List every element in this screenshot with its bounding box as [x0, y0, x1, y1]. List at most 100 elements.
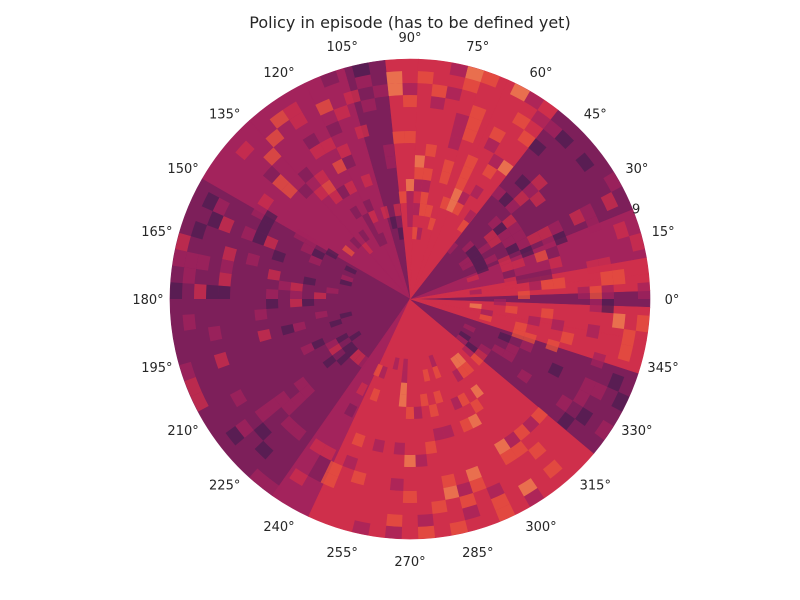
texture-cell	[281, 399, 298, 416]
texture-cell	[207, 211, 224, 230]
texture-cell	[600, 191, 619, 212]
texture-cell	[505, 242, 520, 256]
texture-cell	[468, 249, 482, 261]
texture-cell	[600, 270, 614, 286]
texture-cell	[528, 280, 542, 291]
texture-cell	[518, 478, 538, 497]
texture-cell	[488, 153, 504, 170]
texture-cell	[182, 314, 197, 331]
texture-cell	[349, 349, 362, 362]
texture-cell	[345, 345, 359, 358]
texture-cell	[348, 330, 362, 342]
texture-cell	[477, 242, 492, 255]
texture-cell	[637, 282, 650, 299]
texture-cell	[420, 393, 429, 407]
texture-cell	[457, 392, 470, 407]
texture-cell	[590, 381, 608, 401]
texture-cell	[249, 468, 270, 489]
texture-cell	[406, 203, 414, 216]
texture-cell	[422, 167, 433, 181]
texture-cell	[354, 124, 370, 140]
texture-cell	[462, 77, 481, 94]
texture-cell	[486, 482, 505, 500]
texture-cell	[303, 276, 317, 286]
angular-tick-label: 105°	[327, 40, 358, 55]
texture-cell	[349, 236, 362, 249]
texture-cell	[432, 427, 445, 441]
texture-cell	[460, 260, 474, 271]
texture-cell	[342, 454, 359, 471]
texture-cell	[441, 473, 457, 489]
texture-cell	[511, 328, 526, 341]
texture-cell	[350, 470, 367, 486]
texture-cell	[362, 212, 374, 227]
texture-cell	[302, 299, 315, 307]
texture-cell	[360, 173, 373, 188]
texture-cell	[497, 228, 512, 242]
texture-cell	[431, 499, 448, 514]
texture-cell	[325, 460, 343, 478]
texture-cell	[431, 84, 448, 99]
texture-cell	[304, 235, 319, 249]
texture-cell	[311, 248, 326, 260]
texture-cell	[494, 438, 511, 455]
texture-cell	[493, 299, 506, 306]
texture-cell	[443, 485, 460, 500]
texture-cell	[184, 376, 202, 397]
texture-cell	[585, 216, 602, 234]
angular-tick-label: 330°	[621, 424, 652, 439]
texture-cell	[511, 229, 527, 243]
texture-cell	[559, 331, 575, 346]
texture-cell	[311, 338, 326, 350]
texture-cell	[254, 404, 273, 423]
texture-cell	[503, 276, 517, 286]
texture-cell	[254, 440, 274, 460]
angular-tick-label: 165°	[141, 225, 172, 240]
texture-cell	[540, 278, 554, 290]
texture-cell	[501, 349, 516, 363]
texture-cell	[413, 179, 423, 192]
texture-cell	[601, 299, 614, 314]
texture-cell	[382, 143, 395, 158]
texture-cell	[422, 368, 431, 382]
texture-cell	[196, 254, 211, 271]
texture-cell	[522, 415, 540, 433]
texture-cell	[206, 284, 219, 299]
texture-cell	[601, 284, 614, 299]
texture-cell	[402, 490, 418, 504]
texture-cell	[354, 74, 373, 90]
texture-cell	[300, 242, 315, 256]
texture-cell	[432, 365, 442, 379]
texture-cell	[524, 488, 545, 507]
texture-cell	[384, 155, 397, 170]
texture-cell	[537, 225, 553, 241]
texture-cell	[222, 246, 237, 262]
texture-cell	[459, 493, 477, 509]
texture-cell	[479, 313, 493, 323]
texture-cell	[470, 184, 484, 200]
texture-cell	[361, 242, 374, 255]
texture-cell	[530, 173, 548, 192]
texture-cell	[607, 372, 625, 392]
texture-cell	[393, 203, 402, 217]
texture-cell	[320, 70, 340, 88]
texture-cell	[509, 83, 530, 102]
texture-cell	[480, 70, 500, 88]
texture-cell	[351, 432, 366, 448]
texture-cell	[457, 191, 470, 206]
texture-cell	[257, 328, 272, 342]
texture-cell	[461, 240, 475, 253]
texture-cell	[456, 219, 470, 233]
texture-cell	[550, 319, 565, 332]
texture-cell	[343, 89, 361, 105]
texture-cell	[445, 86, 463, 102]
texture-cell	[466, 274, 480, 283]
texture-cell	[325, 120, 343, 138]
texture-cell	[218, 272, 232, 287]
texture-cell	[398, 394, 407, 407]
texture-cell	[542, 459, 563, 479]
texture-cell	[240, 225, 257, 242]
texture-cell	[482, 163, 498, 180]
texture-cell	[290, 299, 303, 308]
texture-cell	[300, 342, 315, 356]
